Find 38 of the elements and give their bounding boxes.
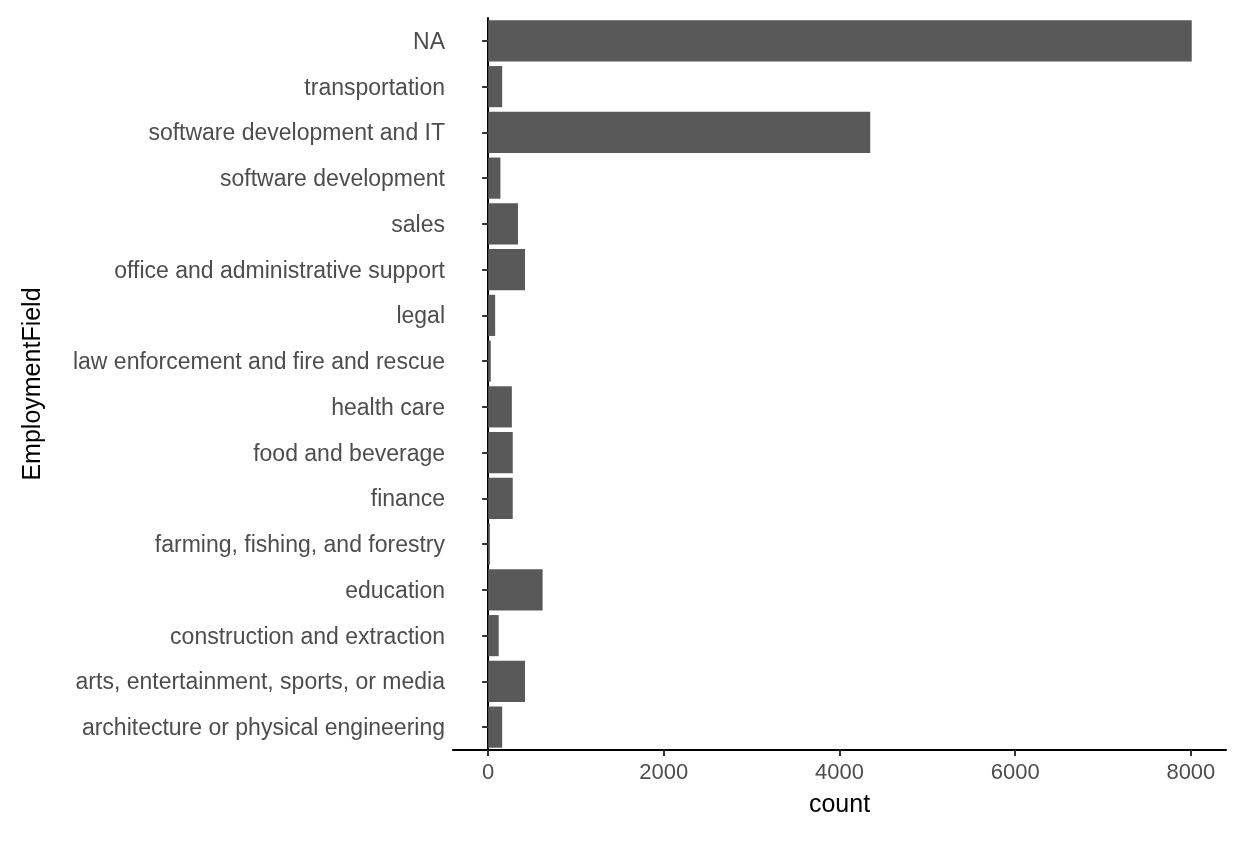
x-tick-label: 2000 bbox=[639, 758, 689, 784]
bar bbox=[488, 203, 518, 245]
y-tick-label: sales bbox=[391, 210, 445, 237]
y-tick-label: health care bbox=[331, 393, 445, 420]
y-tick-label: office and administrative support bbox=[114, 256, 446, 283]
y-tick-label: finance bbox=[370, 485, 445, 512]
bar bbox=[488, 66, 503, 108]
y-axis-title: EmploymentField bbox=[16, 287, 45, 481]
bar bbox=[488, 20, 1192, 62]
y-tick-label: law enforcement and fire and rescue bbox=[72, 348, 445, 375]
bar bbox=[488, 111, 871, 153]
x-tick-label: 0 bbox=[482, 758, 495, 784]
x-axis-title: count bbox=[808, 788, 871, 817]
y-tick-label: software development and IT bbox=[148, 119, 445, 146]
y-tick-label: transportation bbox=[304, 73, 445, 100]
bar bbox=[488, 432, 513, 474]
y-tick-label: software development bbox=[219, 165, 446, 192]
y-tick-label: legal bbox=[396, 302, 445, 329]
y-tick-label: education bbox=[345, 576, 445, 603]
y-tick-label: arts, entertainment, sports, or media bbox=[75, 668, 446, 695]
bar bbox=[488, 569, 543, 611]
x-tick-label: 6000 bbox=[990, 758, 1040, 784]
bar bbox=[488, 706, 503, 748]
bar bbox=[488, 660, 526, 702]
bar bbox=[488, 477, 513, 519]
y-tick-label: NA bbox=[413, 27, 446, 54]
y-tick-label: architecture or physical engineering bbox=[81, 714, 445, 741]
x-tick-label: 8000 bbox=[1166, 758, 1216, 784]
bar bbox=[488, 615, 499, 657]
x-tick-label: 4000 bbox=[815, 758, 864, 784]
bar bbox=[488, 157, 501, 199]
bar bbox=[488, 386, 512, 428]
bar bbox=[488, 249, 526, 291]
y-tick-label: food and beverage bbox=[253, 439, 445, 466]
bar bbox=[488, 294, 496, 336]
y-tick-label: farming, fishing, and forestry bbox=[154, 531, 446, 558]
y-tick-label: construction and extraction bbox=[170, 622, 445, 649]
bar bbox=[488, 340, 491, 382]
